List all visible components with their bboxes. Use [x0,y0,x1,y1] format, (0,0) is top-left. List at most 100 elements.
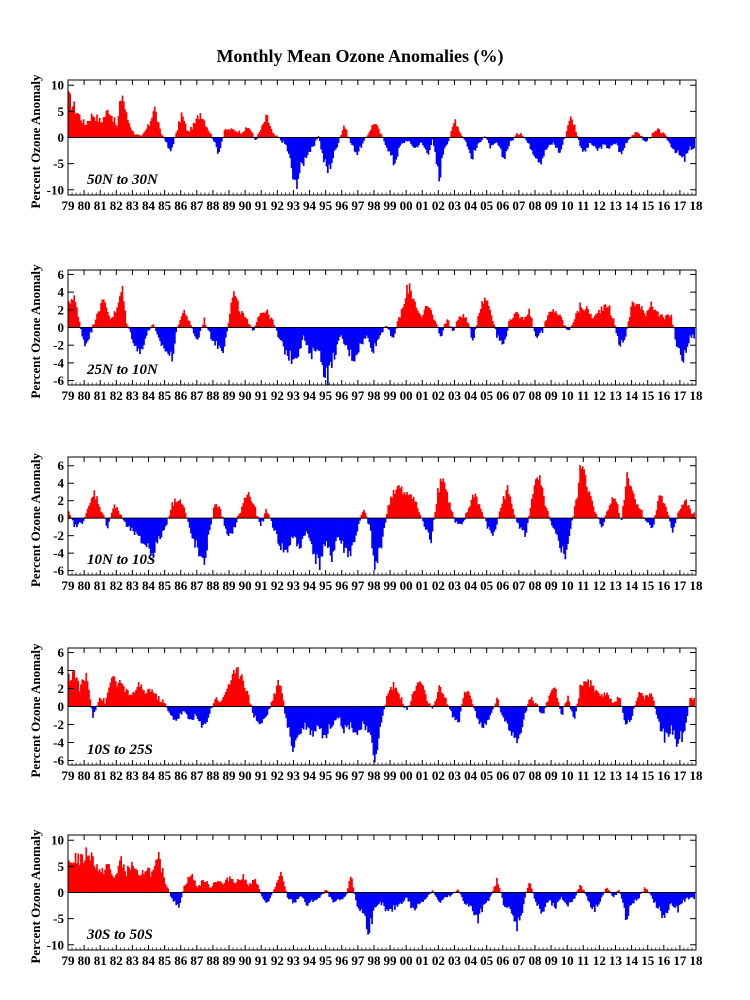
anomaly-bar [296,327,298,359]
y-tick-label: -6 [53,563,64,578]
anomaly-bar [375,124,377,138]
anomaly-bar [353,327,356,362]
anomaly-bar [235,297,238,328]
anomaly-bar [226,130,229,138]
anomaly-bar [157,852,160,893]
anomaly-bar [78,321,81,328]
anomaly-bar [258,315,261,328]
anomaly-bar [427,703,430,707]
anomaly-bar [239,314,242,328]
anomaly-bar [420,137,423,143]
x-tick-label: 08 [528,388,542,403]
anomaly-bar [78,114,81,138]
anomaly-bar [137,682,140,707]
anomaly-bar [85,847,88,893]
anomaly-bar [588,491,591,519]
x-tick-label: 84 [142,388,156,403]
region-label: 10N to 10S [87,552,155,568]
anomaly-bar [547,701,549,707]
anomaly-bar [408,283,411,328]
anomaly-bar [324,706,326,736]
anomaly-bar [93,324,96,328]
anomaly-bar [144,871,147,893]
anomaly-bar [412,137,415,148]
y-tick-label: -2 [53,717,64,732]
anomaly-bar [602,892,604,896]
anomaly-bar [178,892,180,908]
anomaly-bar [653,309,655,328]
anomaly-bar [208,327,211,332]
anomaly-bar [493,324,496,328]
anomaly-bar [533,703,536,707]
anomaly-bar [369,706,372,735]
anomaly-bar [68,511,70,519]
anomaly-bar [202,119,204,138]
anomaly-bar [532,700,534,707]
anomaly-bar [386,892,388,910]
anomaly-bar [616,890,619,893]
anomaly-bar [167,706,169,711]
anomaly-bar [223,130,226,138]
x-tick-label: 91 [255,198,268,213]
anomaly-bar [650,518,653,529]
anomaly-bar [561,137,564,145]
anomaly-bar [552,892,555,903]
anomaly-bar [140,684,143,707]
anomaly-bar [576,497,579,519]
anomaly-bar [304,706,306,723]
anomaly-bar [564,518,567,560]
anomaly-bar [286,892,289,898]
anomaly-bar [199,706,202,722]
anomaly-bar [321,137,324,154]
anomaly-bar [141,134,144,138]
anomaly-bar [687,327,690,344]
anomaly-bar [478,504,481,519]
anomaly-bar [267,514,270,519]
anomaly-bar [82,679,85,707]
anomaly-bar [105,518,108,526]
anomaly-bar [677,137,679,151]
anomaly-bar [250,501,253,519]
anomaly-bar [139,135,141,138]
anomaly-bar [318,706,321,730]
anomaly-bar [243,497,246,519]
anomaly-bar [459,133,462,138]
anomaly-bar [195,327,198,339]
anomaly-bar [163,327,165,349]
anomaly-bar [481,137,483,140]
anomaly-bar [116,307,118,328]
anomaly-bar [691,327,694,335]
x-tick-label: 14 [625,198,639,213]
x-tick-label: 12 [593,768,606,783]
anomaly-bar [384,326,387,328]
anomaly-bar [271,319,274,328]
anomaly-bar [610,698,612,707]
anomaly-bar [161,135,164,138]
x-tick-label: 84 [142,768,156,783]
anomaly-bar [229,130,231,138]
x-tick-label: 96 [335,198,349,213]
anomaly-bar [183,706,186,712]
anomaly-bar [459,518,462,524]
anomaly-bar [174,498,176,519]
anomaly-bar [391,689,394,707]
anomaly-bar [516,311,518,328]
anomaly-bar [658,316,661,328]
anomaly-bar [216,880,219,893]
anomaly-bar [391,497,394,519]
anomaly-bar [564,325,567,328]
y-tick-label: -4 [53,546,64,561]
anomaly-bar [116,686,118,707]
anomaly-bar [649,693,651,707]
anomaly-bar [222,517,225,519]
anomaly-bar [68,91,70,138]
anomaly-bar [567,327,569,330]
anomaly-bar [501,327,504,345]
anomaly-bar [457,518,459,524]
anomaly-bar [123,301,125,328]
anomaly-bar [147,327,149,331]
anomaly-bar [302,892,305,899]
anomaly-bar [160,134,163,138]
anomaly-bar [693,512,696,519]
anomaly-bar [392,327,395,338]
